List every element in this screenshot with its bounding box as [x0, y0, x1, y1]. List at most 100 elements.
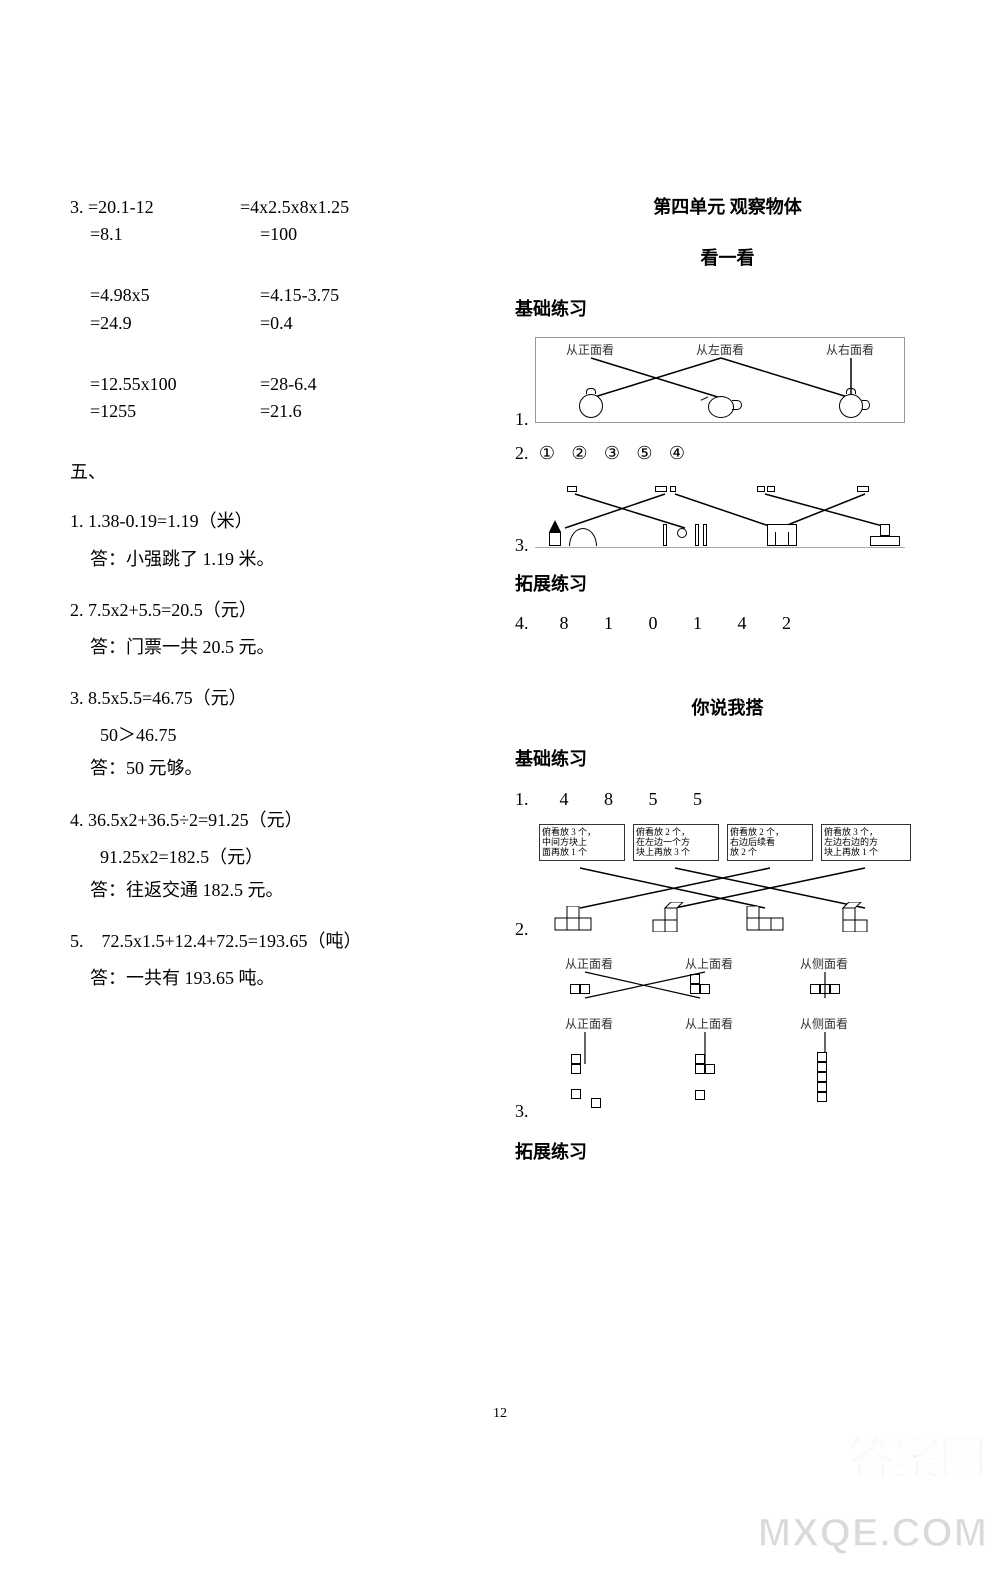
page-number: 12: [0, 1406, 1000, 1422]
shape-icon: [862, 400, 870, 410]
eq: =100: [260, 222, 495, 247]
p3-mid: 50＞46.75: [70, 723, 495, 748]
q1b-v: 8: [604, 787, 644, 812]
diagram-3: [535, 480, 905, 548]
q1b-v: 4: [560, 787, 600, 812]
p4-ans: 答：往返交通 182.5 元。: [70, 878, 495, 903]
problem-1: 1. 1.38-0.19=1.19（米） 答：小强跳了 1.19 米。: [70, 509, 495, 571]
shape-icon: [846, 388, 856, 394]
triangle-icon: [549, 520, 561, 532]
circle-icon: [677, 528, 687, 538]
eq: =4.15-3.75: [260, 283, 495, 308]
q1b-label: 1.: [515, 787, 555, 812]
q4-v: 8: [560, 611, 600, 636]
problem-5: 5. 72.5x1.5+12.4+72.5=193.65（吨） 答：一共有 19…: [70, 929, 495, 991]
shape-icon: [757, 486, 765, 492]
square-icon: [591, 1098, 601, 1108]
shape-icon: [870, 536, 900, 546]
shape-icon: [655, 486, 667, 492]
square-icon: [695, 1064, 705, 1074]
p5-line: 5. 72.5x1.5+12.4+72.5=193.65（吨）: [70, 929, 495, 954]
cubes-icon: [841, 902, 891, 932]
q2-v: ②: [566, 441, 594, 466]
unit-title: 第四单元 观察物体: [515, 195, 940, 220]
label: 从上面看: [685, 1016, 733, 1033]
eq: =28-6.4: [260, 372, 495, 397]
problem-2: 2. 7.5x2+5.5=20.5（元） 答：门票一共 20.5 元。: [70, 598, 495, 660]
q1b-v: 5: [693, 787, 733, 812]
shape-icon: [775, 532, 789, 546]
cubes-icon: [553, 906, 609, 932]
label: 从侧面看: [800, 1016, 848, 1033]
subtitle-look: 看一看: [515, 246, 940, 271]
cubes-icon: [651, 902, 691, 932]
diagram-3b: 从正面看 从上面看 从侧面看: [535, 954, 895, 1114]
section-ext: 拓展练习: [515, 572, 940, 597]
q1b-row: 1. 4 8 5 5: [515, 787, 940, 812]
eq: 3. =20.1-12: [70, 195, 240, 220]
square-icon: [705, 1064, 715, 1074]
square-icon: [571, 1089, 581, 1099]
q2-v: ③: [598, 441, 626, 466]
cross-lines-icon: [535, 954, 895, 1114]
q2-v: ①: [533, 441, 561, 466]
problem-4: 4. 36.5x2+36.5÷2=91.25（元） 91.25x2=182.5（…: [70, 808, 495, 904]
eq: =12.55x100: [90, 372, 260, 397]
shape-icon: [663, 524, 667, 546]
left-column: 3. =20.1-12=4x2.5x8x1.25 =8.1=100 =4.98x…: [70, 195, 495, 1179]
square-icon: [817, 1082, 827, 1092]
q3-block-c: =12.55x100=28-6.4 =1255=21.6: [70, 372, 495, 424]
square-icon: [817, 1062, 827, 1072]
q4-row: 4. 8 1 0 1 4 2: [515, 611, 940, 636]
eq: =4x2.5x8x1.25: [240, 195, 495, 220]
q1-num: 1.: [515, 407, 535, 432]
q2-v: ⑤: [631, 441, 659, 466]
eq: =1255: [90, 399, 260, 424]
q3b-num: 3.: [515, 1099, 535, 1124]
p5-ans: 答：一共有 193.65 吨。: [70, 966, 495, 991]
diagram-2: 俯看放 3 个， 中间方块上 面再放 1 个 俯看放 2 个， 在左边一个方 块…: [535, 822, 915, 932]
square-icon: [817, 1092, 827, 1102]
watermark-cn: 答案圈: [848, 1422, 986, 1488]
square-icon: [817, 1052, 827, 1062]
shape-icon: [579, 394, 603, 418]
section-basic-2: 基础练习: [515, 747, 940, 772]
q3-num: 3.: [515, 533, 535, 558]
section-basic: 基础练习: [515, 297, 940, 322]
q2-row: 2. ① ② ③ ⑤ ④: [515, 441, 940, 466]
shape-icon: [857, 486, 869, 492]
q1b-v: 5: [649, 787, 689, 812]
square-icon: [695, 1054, 705, 1064]
section-five: 五、: [70, 460, 495, 485]
shape-icon: [549, 532, 561, 546]
p2-line: 2. 7.5x2+5.5=20.5（元）: [70, 598, 495, 623]
q3-block-b: =4.98x5=4.15-3.75 =24.9=0.4: [70, 283, 495, 335]
shape-icon: [708, 396, 734, 418]
eq: =8.1: [90, 222, 260, 247]
q4-label: 4.: [515, 611, 555, 636]
q2b-num: 2.: [515, 917, 535, 942]
cubes-icon: [745, 906, 795, 932]
eq: =24.9: [90, 311, 260, 336]
shape-icon: [703, 524, 707, 546]
square-icon: [571, 1054, 581, 1064]
diagram-1: 从正面看 从左面看 从右面看: [535, 337, 905, 423]
section-ext-2: 拓展练习: [515, 1140, 940, 1165]
q4-v: 0: [649, 611, 689, 636]
eq: =21.6: [260, 399, 495, 424]
problem-3: 3. 8.5x5.5=46.75（元） 50＞46.75 答：50 元够。: [70, 686, 495, 782]
q4-v: 1: [604, 611, 644, 636]
p1-ans: 答：小强跳了 1.19 米。: [70, 547, 495, 572]
square-icon: [695, 1090, 705, 1100]
shape-icon: [880, 524, 890, 536]
q4-v: 1: [693, 611, 733, 636]
subtitle-build: 你说我搭: [515, 696, 940, 721]
shape-icon: [732, 400, 742, 410]
shape-icon: [586, 388, 596, 394]
watermark-en: MXQE.COM: [758, 1511, 988, 1556]
p3-ans: 答：50 元够。: [70, 756, 495, 781]
q4-v: 2: [782, 611, 822, 636]
q4-v: 4: [738, 611, 778, 636]
right-column: 第四单元 观察物体 看一看 基础练习 1. 从正面看 从左面看 从右面看: [515, 195, 940, 1179]
eq: =0.4: [260, 311, 495, 336]
